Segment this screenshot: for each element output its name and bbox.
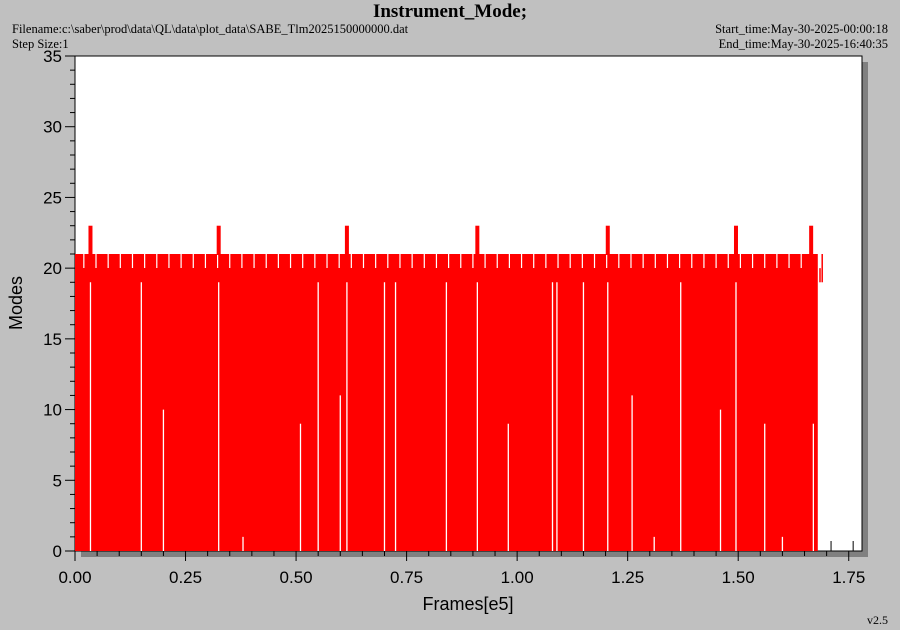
- filename-label: Filename:c:\saber\prod\data\QL\data\plot…: [12, 22, 409, 36]
- x-tick-label: 0.50: [280, 568, 313, 587]
- y-tick-label: 25: [43, 188, 62, 207]
- x-tick-label: 1.75: [832, 568, 865, 587]
- series-peak: [344, 225, 349, 255]
- x-tick-label: 0.75: [390, 568, 423, 587]
- y-tick-label: 10: [43, 401, 62, 420]
- y-tick-label: 30: [43, 118, 62, 137]
- y-tick-label: 15: [43, 330, 62, 349]
- series-layer: [75, 225, 854, 551]
- y-tick-label: 20: [43, 259, 62, 278]
- x-tick-label: 0.00: [58, 568, 91, 587]
- y-axis-ticks: 0 5 10 15 20 25 30 35: [43, 47, 75, 561]
- end-time-label: End_time:May-30-2025-16:40:35: [718, 37, 888, 51]
- x-axis-label: Frames[e5]: [422, 594, 513, 614]
- x-axis-ticks: 0.00 0.25 0.50 0.75 1.00 1.25 1.50 1.75: [58, 551, 865, 587]
- y-tick-label: 0: [53, 542, 62, 561]
- series-peak: [733, 225, 738, 255]
- series-peak: [216, 225, 221, 255]
- x-tick-label: 1.25: [611, 568, 644, 587]
- x-tick-label: 1.50: [722, 568, 755, 587]
- series-peak: [475, 225, 480, 255]
- series-peak: [605, 225, 610, 255]
- y-axis-label: Modes: [6, 276, 26, 330]
- step-size-label: Step Size:1: [12, 37, 69, 51]
- x-tick-label: 0.25: [169, 568, 202, 587]
- start-time-label: Start_time:May-30-2025-00:00:18: [715, 22, 888, 36]
- x-tick-label: 1.00: [501, 568, 534, 587]
- series-peak: [88, 225, 93, 255]
- series-peak: [809, 225, 814, 255]
- chart-title: Instrument_Mode;: [372, 1, 528, 22]
- version-label: v2.5: [867, 613, 888, 627]
- y-tick-label: 5: [53, 471, 62, 490]
- y-tick-label: 35: [43, 47, 62, 66]
